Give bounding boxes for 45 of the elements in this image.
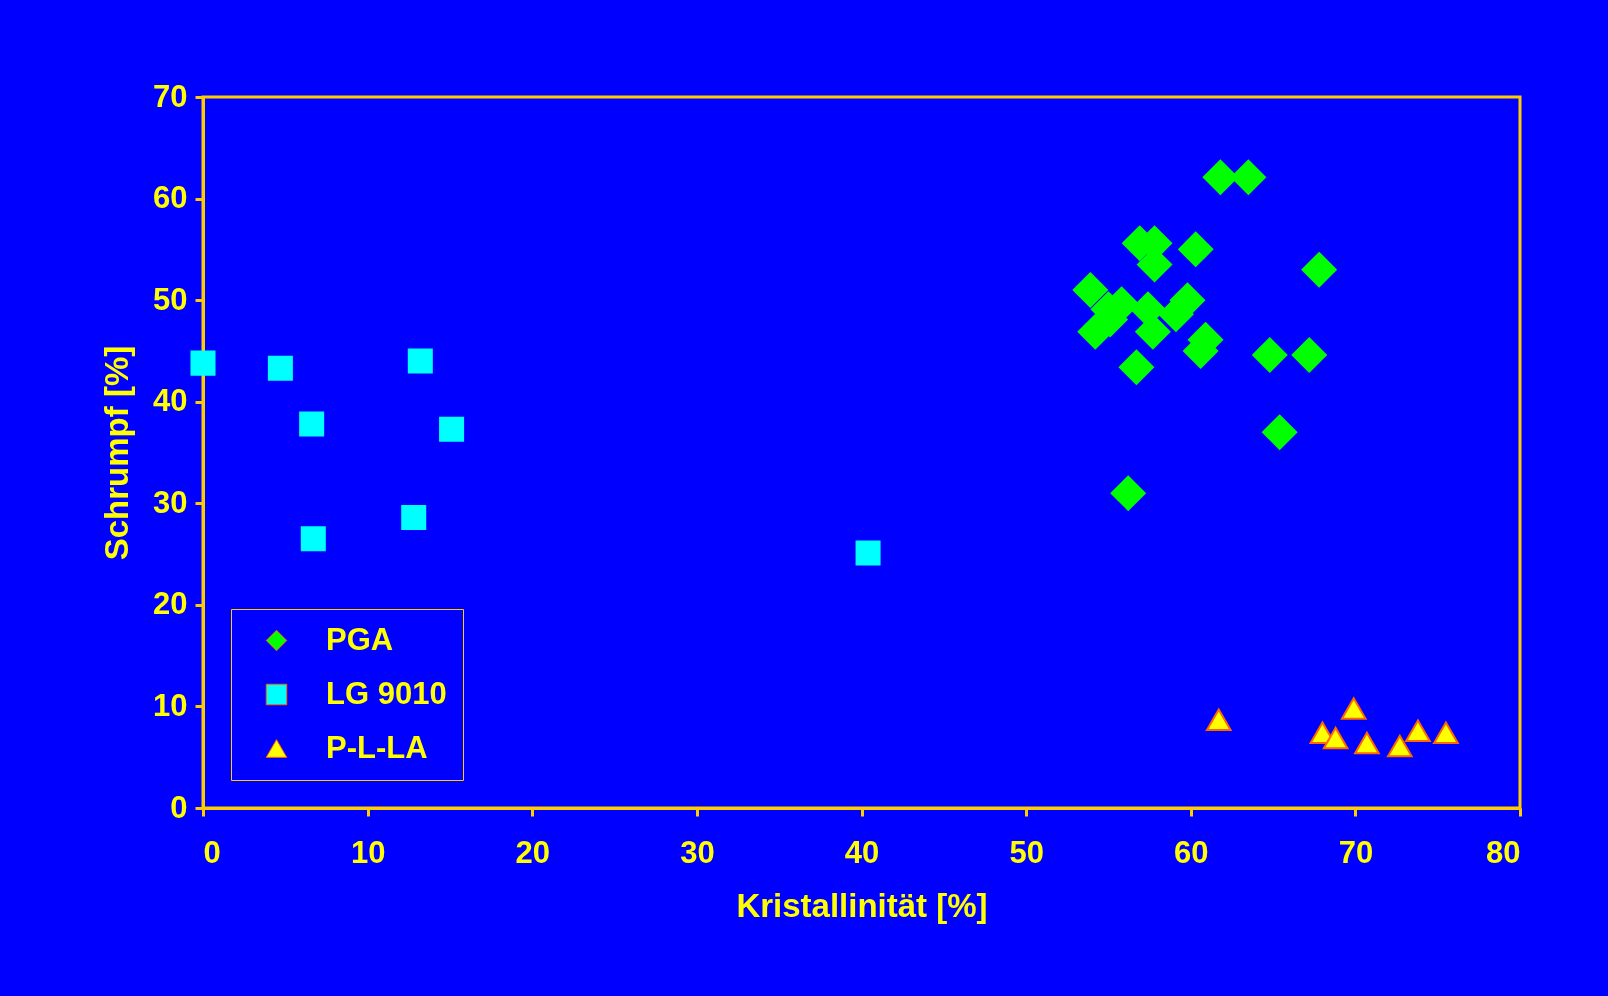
point [855,540,881,566]
x-tick-label: 70 [1338,834,1374,870]
x-tick-label: 20 [515,834,550,870]
point [190,350,216,376]
point [1118,349,1155,385]
legend-label: LG 9010 [326,675,447,711]
point [1262,414,1298,450]
point [300,526,326,552]
point [1301,252,1337,288]
point [439,416,465,442]
point [1386,734,1413,758]
point [1252,337,1288,373]
point [1322,726,1349,750]
point [401,504,427,531]
point [407,348,433,374]
y-tick-label: 10 [153,687,188,723]
point [1291,337,1327,373]
x-axis-title: Kristallinität [%] [736,886,988,924]
point [1110,475,1146,511]
point [1354,731,1380,755]
point [1072,272,1108,308]
y-tick-label: 70 [153,78,188,114]
x-tick-label: 10 [350,834,386,870]
point [1433,721,1459,745]
y-tick-label: 60 [153,180,188,216]
y-axis-title: Schrumpf [%] [98,345,136,561]
point [1205,708,1232,731]
point [1340,697,1367,720]
x-tick-label: 50 [1009,834,1044,870]
y-tick-label: 20 [153,586,188,622]
legend-label: PGA [326,621,394,657]
point [1178,231,1214,267]
x-tick-label: 60 [1174,834,1209,870]
y-tick-label: 40 [153,383,188,419]
x-tick-label: 0 [203,834,221,870]
point [267,355,293,381]
legend-label: P-L-LA [326,729,428,765]
point [299,411,325,437]
x-tick-label: 30 [680,834,715,870]
y-tick-label: 50 [153,281,188,317]
y-tick-label: 30 [153,484,188,520]
y-tick-label: 0 [170,789,188,825]
x-tick-label: 80 [1486,834,1521,870]
x-tick-label: 40 [844,834,880,870]
point [1405,719,1431,743]
